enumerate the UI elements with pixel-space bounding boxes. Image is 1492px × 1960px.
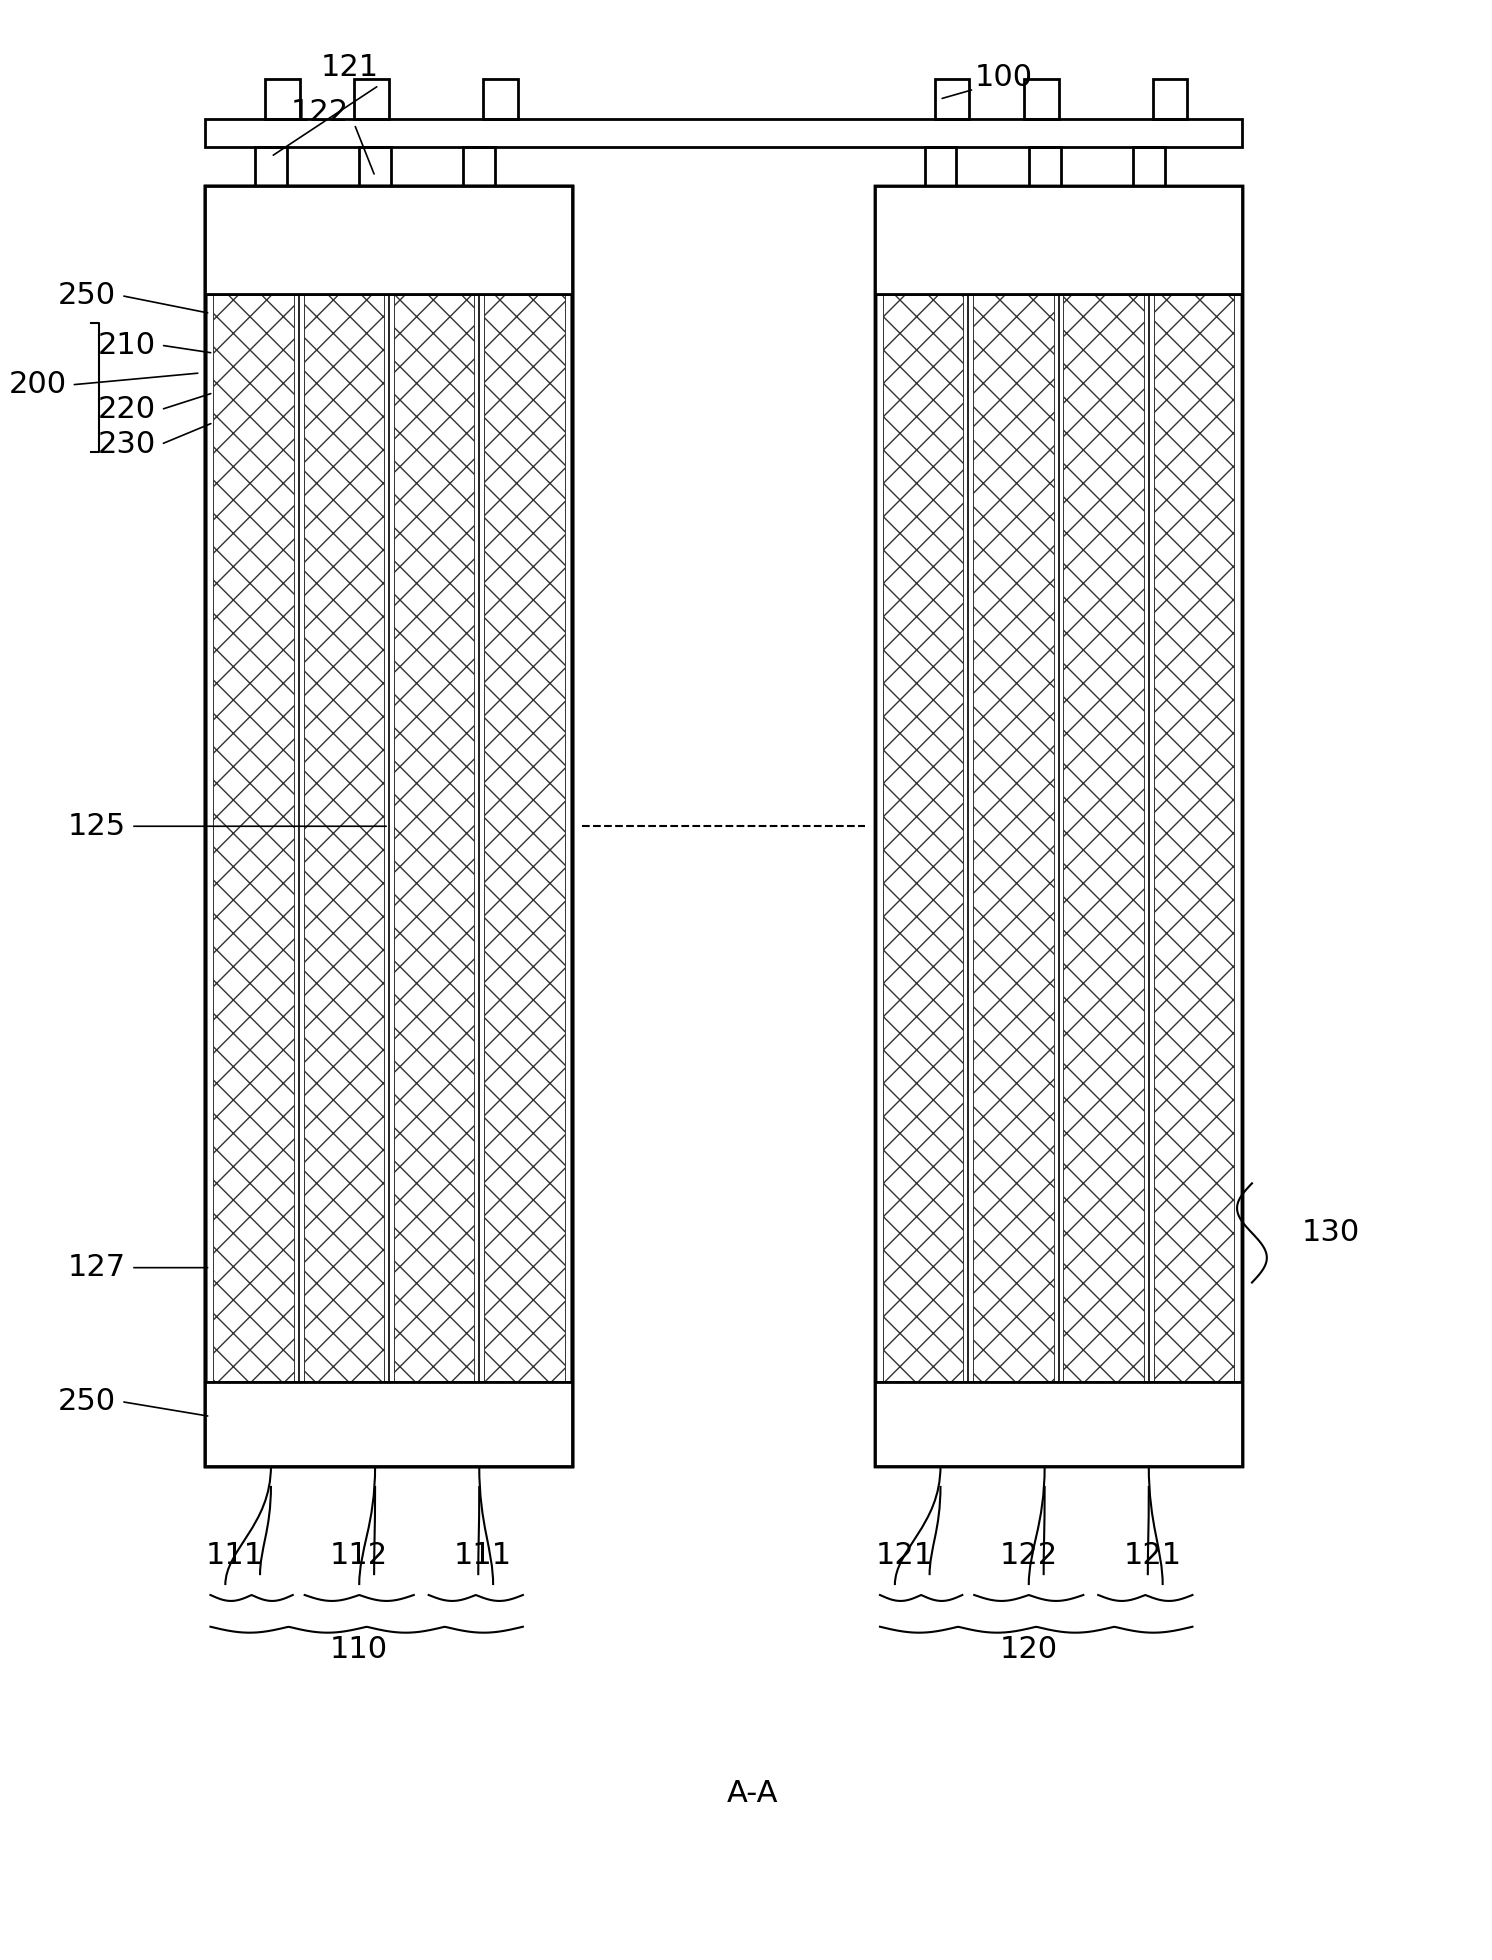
Text: 220: 220 [98, 396, 155, 423]
Bar [206, 120, 1241, 147]
Bar [1153, 78, 1188, 120]
Bar [874, 186, 1241, 1466]
Text: 122: 122 [1000, 1541, 1058, 1570]
Bar [206, 186, 573, 1466]
Bar [973, 196, 1053, 292]
Bar [1153, 196, 1234, 292]
Text: 210: 210 [98, 331, 155, 361]
Bar [925, 147, 956, 186]
Text: 111: 111 [206, 1541, 264, 1570]
Bar [973, 194, 1053, 1458]
Text: 125: 125 [69, 811, 127, 841]
Text: 121: 121 [1123, 1541, 1182, 1570]
Bar [206, 186, 573, 294]
Text: 121: 121 [876, 1541, 934, 1570]
Bar [213, 194, 294, 1458]
Bar [304, 194, 383, 1458]
Bar [464, 147, 495, 186]
Bar [883, 196, 964, 292]
Text: A-A: A-A [727, 1780, 777, 1807]
Bar [1153, 194, 1234, 1458]
Bar [1064, 194, 1144, 1458]
Bar [394, 194, 474, 1458]
Bar [1029, 147, 1061, 186]
Bar [1132, 147, 1165, 186]
Bar [1064, 196, 1144, 292]
Bar [485, 1384, 564, 1462]
Bar [304, 196, 383, 292]
Bar [874, 186, 1241, 294]
Bar [266, 78, 300, 120]
Text: 200: 200 [9, 370, 67, 400]
Bar [360, 147, 391, 186]
Bar [1024, 78, 1058, 120]
Text: 127: 127 [69, 1252, 127, 1282]
Bar [206, 1382, 573, 1466]
Bar [255, 147, 286, 186]
Text: 250: 250 [58, 1388, 116, 1415]
Text: 100: 100 [974, 63, 1032, 92]
Bar [973, 1384, 1053, 1462]
Text: 230: 230 [97, 429, 155, 459]
Bar [485, 194, 564, 1458]
Text: 130: 130 [1303, 1219, 1361, 1247]
Bar [934, 78, 970, 120]
Text: 111: 111 [454, 1541, 512, 1570]
Text: 120: 120 [1000, 1635, 1058, 1664]
Bar [304, 1384, 383, 1462]
Bar [883, 194, 964, 1458]
Bar [354, 78, 389, 120]
Bar [1153, 1384, 1234, 1462]
Text: 121: 121 [321, 53, 379, 82]
Bar [213, 1384, 294, 1462]
Bar [213, 196, 294, 292]
Bar [206, 186, 573, 1466]
Bar [874, 1382, 1241, 1466]
Text: 110: 110 [330, 1635, 388, 1664]
Text: 112: 112 [330, 1541, 388, 1570]
Bar [1064, 1384, 1144, 1462]
Text: 122: 122 [291, 98, 349, 127]
Text: 250: 250 [58, 280, 116, 310]
Bar [394, 1384, 474, 1462]
Bar [874, 186, 1241, 1466]
Bar [394, 196, 474, 292]
Bar [485, 196, 564, 292]
Bar [883, 1384, 964, 1462]
Bar [483, 78, 518, 120]
Bar [206, 186, 573, 1466]
